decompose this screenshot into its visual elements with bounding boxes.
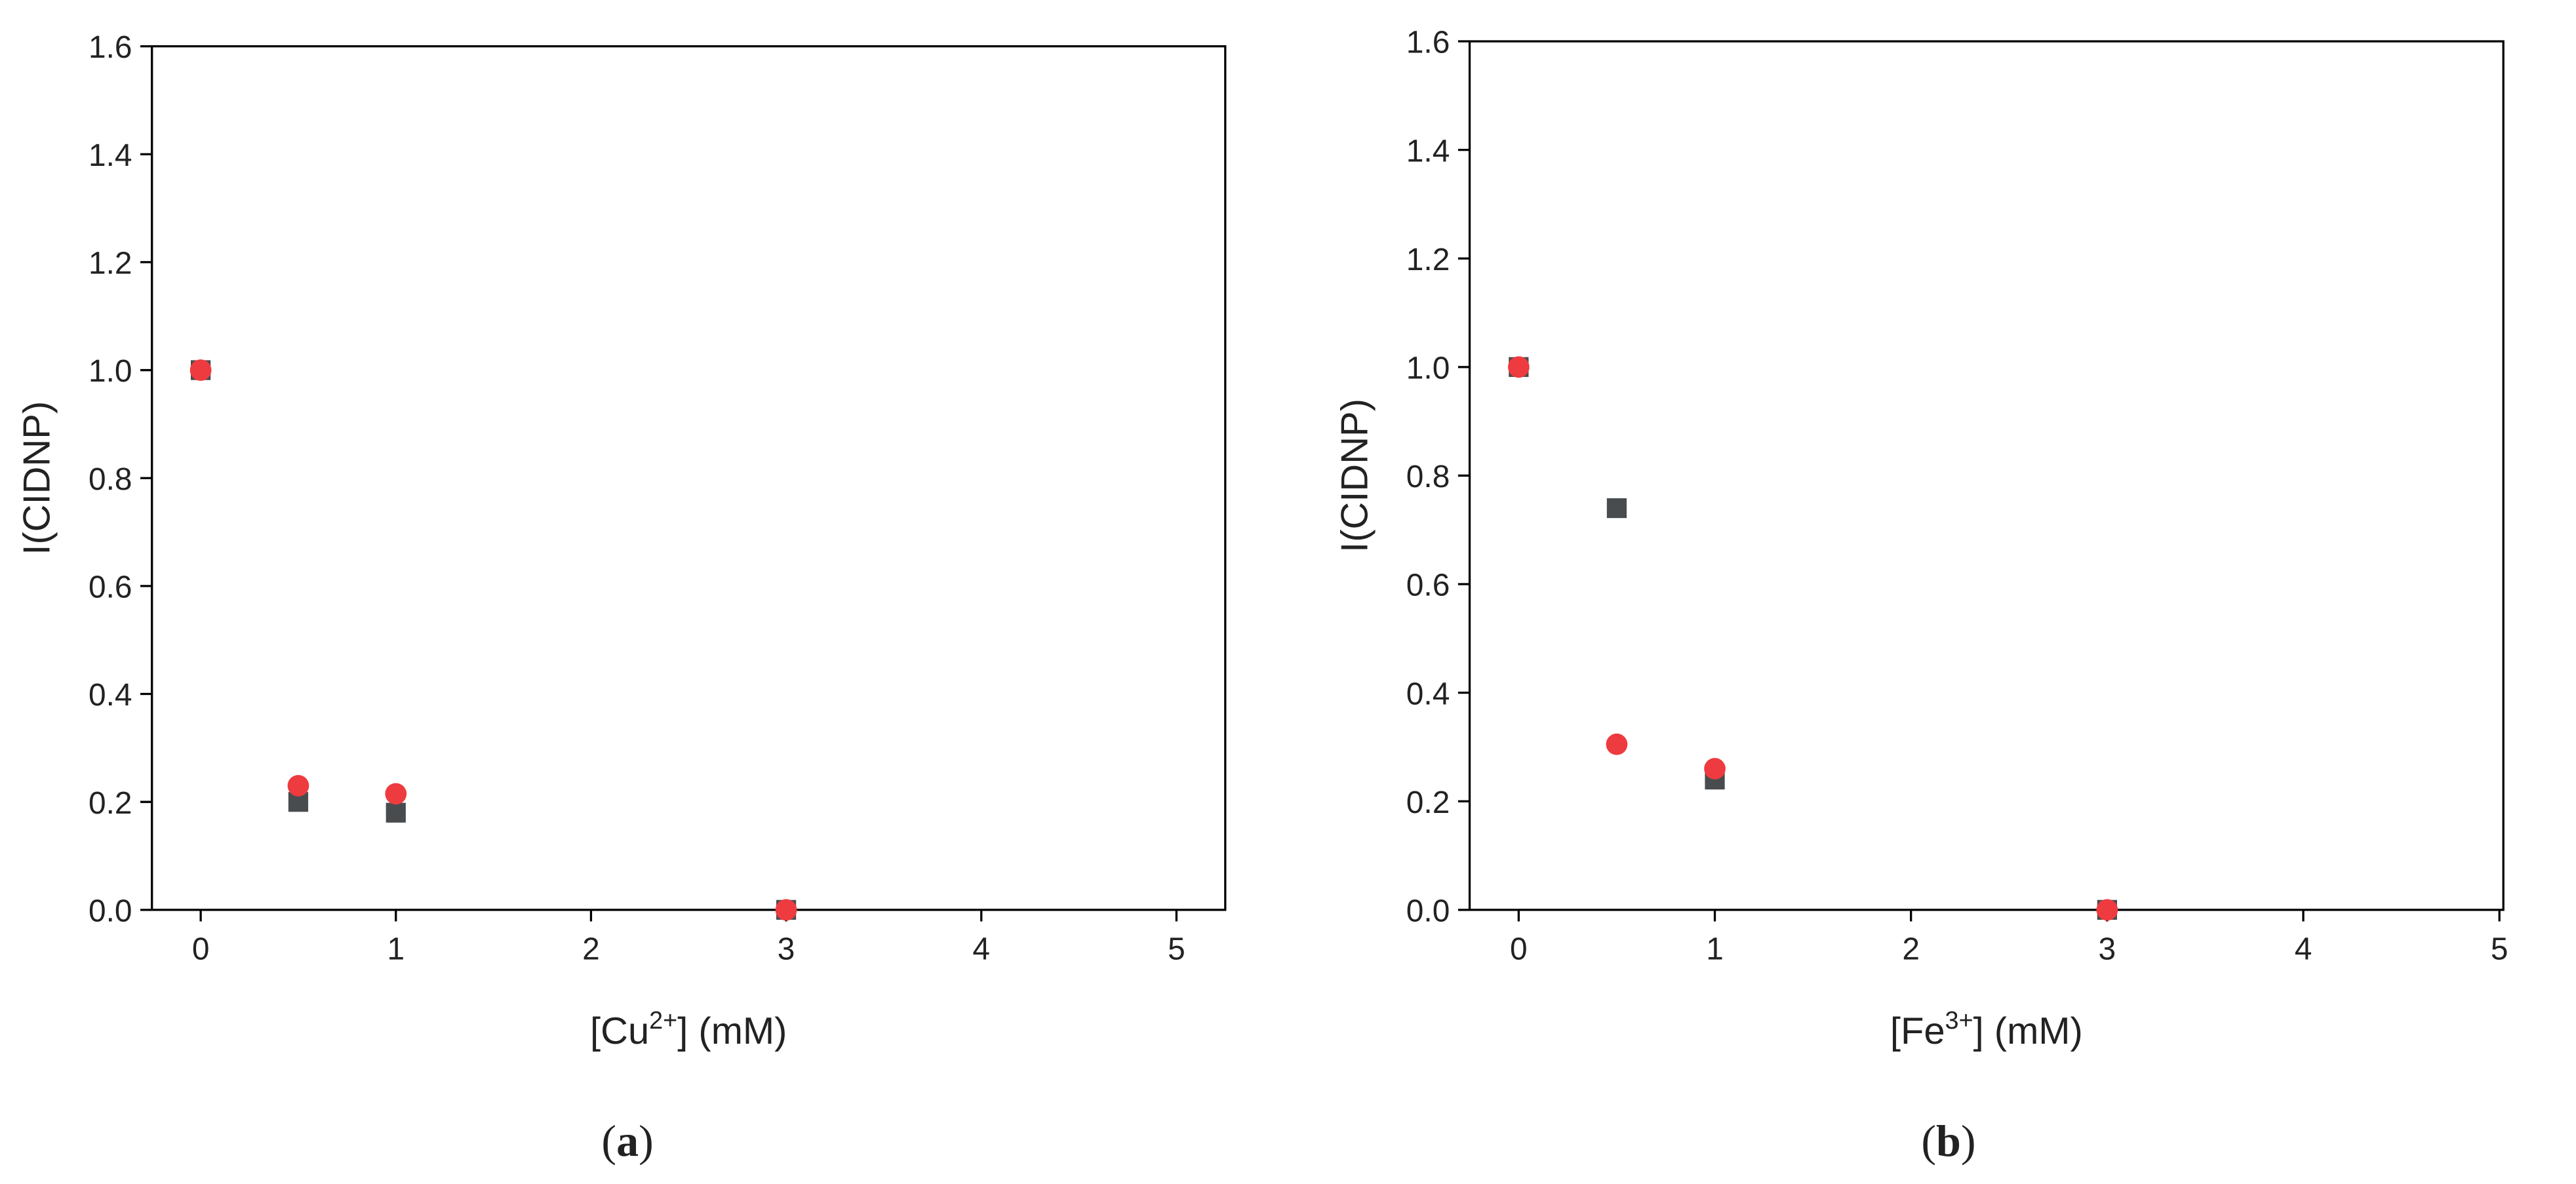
- plot-frame: [1468, 40, 2505, 911]
- y-tick-label: 0.8: [89, 462, 132, 497]
- panel-label: (a): [601, 1116, 653, 1166]
- x-axis-label-part: [Fe: [1890, 1010, 1945, 1052]
- y-axis-label: I(CIDNP): [16, 401, 58, 555]
- x-tick-label: 3: [2099, 932, 2116, 966]
- x-tick-label: 4: [2295, 932, 2312, 966]
- x-axis-label: [Cu2+] (mM): [590, 1007, 787, 1052]
- square-marker: [386, 802, 406, 823]
- y-tick-label: 1.0: [1406, 351, 1450, 385]
- circle-marker: [2096, 899, 2118, 921]
- panel-label-part: ): [1961, 1116, 1976, 1166]
- y-tick-label: 0.6: [89, 570, 132, 605]
- panel-label-part: (: [1921, 1116, 1936, 1166]
- circle-marker: [1606, 733, 1628, 755]
- x-axis-label-part: ] (mM): [1973, 1010, 2083, 1052]
- y-tick-label: 0.4: [1406, 677, 1450, 711]
- x-tick-label: 2: [582, 932, 600, 966]
- y-tick-label: 1.2: [1406, 243, 1450, 277]
- panel-label: (b): [1921, 1116, 1975, 1166]
- panel-label-part: (: [601, 1116, 616, 1166]
- plot-frame: [151, 45, 1227, 911]
- y-tick-label: 1.4: [89, 138, 132, 173]
- x-tick-label: 1: [1706, 932, 1724, 966]
- x-axis-label-part: 2+: [649, 1007, 677, 1035]
- y-tick-label: 0.8: [1406, 460, 1450, 494]
- circle-marker: [385, 783, 407, 805]
- x-tick-label: 5: [1168, 932, 1185, 966]
- x-tick-label: 2: [1902, 932, 1920, 966]
- x-tick-label: 0: [192, 932, 210, 966]
- panel-label-part: b: [1936, 1116, 1961, 1166]
- x-axis-label-part: ] (mM): [677, 1010, 787, 1052]
- y-tick-label: 0.0: [89, 894, 132, 928]
- y-tick-label: 1.4: [1406, 134, 1450, 168]
- circle-marker: [1507, 356, 1530, 378]
- panel-label-part: ): [639, 1116, 654, 1166]
- square-marker: [1606, 498, 1627, 519]
- circle-marker: [775, 899, 797, 921]
- y-tick-label: 0.2: [1406, 785, 1450, 820]
- panel-label-part: a: [616, 1116, 639, 1166]
- y-tick-label: 1.6: [89, 30, 132, 65]
- x-tick-label: 3: [778, 932, 795, 966]
- x-axis-label: [Fe3+] (mM): [1890, 1007, 2083, 1052]
- x-tick-label: 0: [1510, 932, 1528, 966]
- y-tick-label: 1.2: [89, 247, 132, 281]
- y-tick-label: 0.0: [1406, 894, 1450, 928]
- circle-marker: [287, 775, 309, 797]
- x-axis-label-part: [Cu: [590, 1010, 649, 1052]
- x-tick-label: 1: [387, 932, 405, 966]
- x-axis-label-part: 3+: [1945, 1007, 1973, 1035]
- x-tick-label: 4: [972, 932, 990, 966]
- y-tick-label: 1.6: [1406, 26, 1450, 60]
- y-tick-label: 1.0: [89, 354, 132, 389]
- y-tick-label: 0.4: [89, 678, 132, 713]
- circle-marker: [1704, 758, 1726, 779]
- y-tick-label: 0.6: [1406, 568, 1450, 603]
- circle-marker: [189, 359, 212, 381]
- y-axis-label: I(CIDNP): [1334, 399, 1376, 553]
- y-tick-label: 0.2: [89, 786, 132, 821]
- x-tick-label: 5: [2491, 932, 2508, 966]
